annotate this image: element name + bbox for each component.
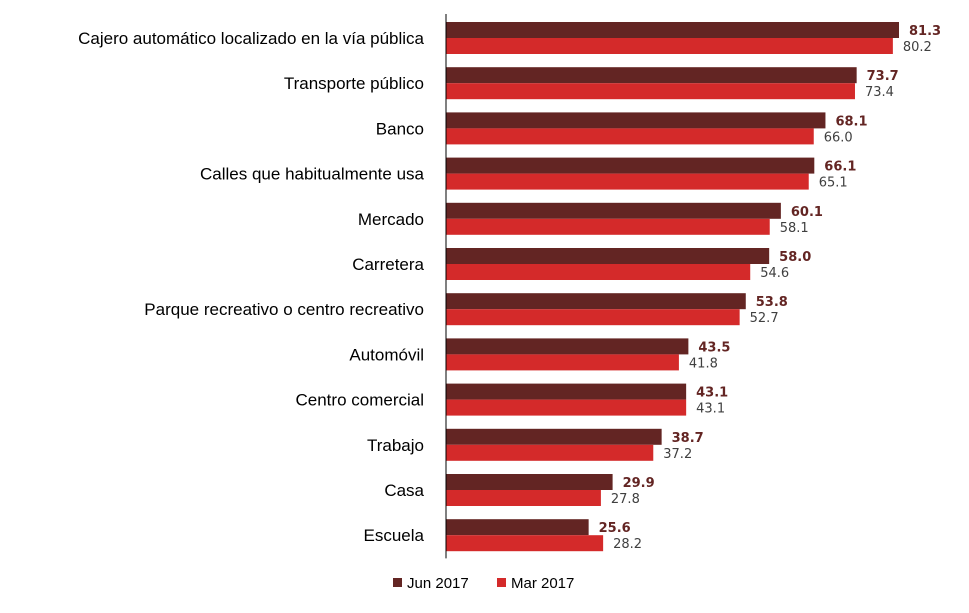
bar-mar-2017-mercado [446, 218, 770, 235]
value-label-mar-2017-cajero-automatico-localizado-en-la-via-publica: 80.2 [903, 40, 932, 55]
value-label-mar-2017-casa: 27.8 [611, 492, 640, 507]
value-label-mar-2017-carretera: 54.6 [760, 266, 789, 281]
bar-mar-2017-calles-que-habitualmente-usa [446, 173, 809, 190]
value-label-jun-2017-parque-recreativo-o-centro-recreativo: 53.8 [756, 295, 788, 310]
bar-mar-2017-centro-comercial [446, 399, 687, 416]
bar-mar-2017-transporte-publico [446, 83, 855, 100]
value-label-jun-2017-trabajo: 38.7 [672, 431, 704, 446]
category-label-transporte-publico: Transporte público [284, 74, 424, 93]
value-label-jun-2017-cajero-automatico-localizado-en-la-via-publica: 81.3 [909, 24, 941, 39]
bar-jun-2017-trabajo [446, 428, 662, 445]
bars-layer [446, 22, 899, 552]
bar-mar-2017-casa [446, 490, 601, 506]
value-label-jun-2017-centro-comercial: 43.1 [696, 386, 728, 401]
category-label-cajero-automatico-localizado-en-la-via-publica: Cajero automático localizado en la vía p… [78, 29, 424, 48]
bar-jun-2017-parque-recreativo-o-centro-recreativo [446, 293, 746, 310]
category-label-calles-que-habitualmente-usa: Calles que habitualmente usa [200, 165, 425, 184]
category-label-automovil: Automóvil [349, 345, 424, 364]
bar-mar-2017-trabajo [446, 444, 654, 461]
bar-jun-2017-carretera [446, 248, 770, 264]
category-label-mercado: Mercado [358, 210, 424, 229]
bar-mar-2017-banco [446, 128, 814, 145]
bar-mar-2017-cajero-automatico-localizado-en-la-via-publica [446, 38, 893, 54]
bar-mar-2017-carretera [446, 264, 751, 280]
value-label-mar-2017-trabajo: 37.2 [663, 447, 692, 462]
category-label-trabajo: Trabajo [367, 436, 424, 455]
bar-jun-2017-centro-comercial [446, 383, 687, 400]
value-label-mar-2017-automovil: 41.8 [689, 356, 718, 371]
legend-swatch-jun-2017 [393, 578, 402, 587]
bar-mar-2017-escuela [446, 535, 604, 552]
value-label-jun-2017-calles-que-habitualmente-usa: 66.1 [824, 160, 856, 175]
category-label-parque-recreativo-o-centro-recreativo: Parque recreativo o centro recreativo [144, 300, 424, 319]
legend-label-jun-2017: Jun 2017 [407, 575, 469, 592]
bar-jun-2017-transporte-publico [446, 67, 857, 84]
category-label-escuela: Escuela [364, 526, 425, 545]
value-label-jun-2017-transporte-publico: 73.7 [867, 69, 899, 84]
category-label-centro-comercial: Centro comercial [296, 391, 425, 410]
legend-label-mar-2017: Mar 2017 [511, 575, 574, 592]
bar-jun-2017-automovil [446, 338, 689, 355]
value-label-mar-2017-transporte-publico: 73.4 [865, 85, 894, 100]
value-label-mar-2017-centro-comercial: 43.1 [696, 402, 725, 417]
bar-jun-2017-escuela [446, 519, 589, 536]
bar-jun-2017-mercado [446, 202, 781, 219]
value-label-jun-2017-banco: 68.1 [835, 114, 867, 129]
bar-jun-2017-calles-que-habitualmente-usa [446, 157, 815, 174]
labels-layer: Cajero automático localizado en la vía p… [78, 24, 941, 552]
bar-mar-2017-automovil [446, 354, 679, 371]
value-label-jun-2017-automovil: 43.5 [698, 340, 730, 355]
category-label-banco: Banco [376, 119, 424, 138]
bar-jun-2017-casa [446, 474, 613, 490]
value-label-jun-2017-carretera: 58.0 [779, 250, 811, 265]
value-label-mar-2017-mercado: 58.1 [780, 221, 809, 236]
bar-jun-2017-cajero-automatico-localizado-en-la-via-publica [446, 22, 899, 38]
legend: Jun 2017 Mar 2017 [393, 575, 574, 592]
value-label-mar-2017-escuela: 28.2 [613, 537, 642, 552]
value-label-jun-2017-escuela: 25.6 [599, 521, 631, 536]
value-label-mar-2017-banco: 66.0 [824, 130, 853, 145]
legend-swatch-mar-2017 [497, 578, 506, 587]
category-label-casa: Casa [384, 481, 424, 500]
category-label-carretera: Carretera [352, 255, 424, 274]
value-label-jun-2017-mercado: 60.1 [791, 205, 823, 220]
bar-mar-2017-parque-recreativo-o-centro-recreativo [446, 309, 740, 326]
value-label-mar-2017-calles-que-habitualmente-usa: 65.1 [819, 176, 848, 191]
value-label-jun-2017-casa: 29.9 [623, 476, 655, 491]
bar-jun-2017-banco [446, 112, 826, 129]
value-label-mar-2017-parque-recreativo-o-centro-recreativo: 52.7 [750, 311, 779, 326]
